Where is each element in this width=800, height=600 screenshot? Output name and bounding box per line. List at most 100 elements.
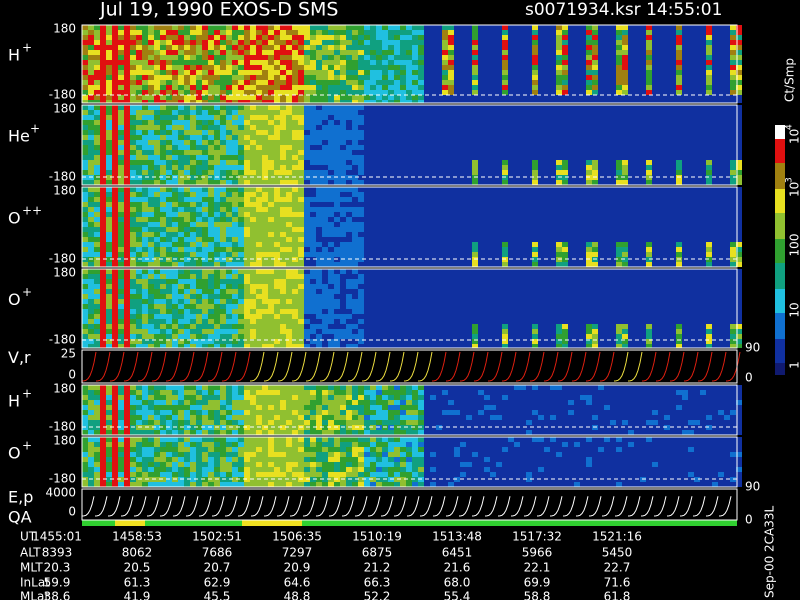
spectrogram-cell [310,160,316,165]
spectrogram-cell [388,105,394,110]
spectrogram-cell [250,45,256,50]
spectrogram-cell [694,180,700,185]
spectrogram-cell [100,180,106,185]
spectrogram-cell [142,242,148,247]
spectrogram-cell [598,115,604,120]
spectrogram-cell [286,90,292,95]
spectrogram-cell [124,25,130,30]
spectrogram-cell [718,120,724,125]
spectrogram-cell [220,130,226,135]
spectrogram-cell [388,80,394,85]
spectrogram-cell [112,125,118,130]
spectrogram-cell [424,100,430,103]
spectrogram-cell [478,160,484,165]
spectrogram-cell [376,40,382,45]
spectrogram-cell [556,227,562,232]
spectrogram-cell [604,170,610,175]
spectrogram-cell [184,55,190,60]
spectrogram-cell [358,197,364,202]
spectrogram-cell [514,65,520,70]
spectrogram-cell [316,125,322,130]
spectrogram-cell [496,50,502,55]
spectrogram-cell [466,120,472,125]
spectrogram-cell [532,217,538,222]
spectrogram-cell [112,227,118,232]
spectrogram-cell [232,242,238,247]
spectrogram-cell [526,192,532,197]
spectrogram-cell [658,90,664,95]
spectrogram-cell [622,110,628,115]
spectrogram-cell [586,40,592,45]
spectrogram-cell [142,65,148,70]
spectrogram-cell [670,110,676,115]
spectrogram-cell [322,165,328,170]
spectrogram-cell [616,262,622,267]
spectrogram-cell [376,35,382,40]
spectrogram-cell [430,165,436,170]
spectrogram-cell [442,212,448,217]
spectrogram-cell [280,242,286,247]
spectrogram-cell [100,222,106,227]
spectrogram-cell [244,187,250,192]
spectrogram-cell [238,227,244,232]
spectrogram-cell [178,60,184,65]
spectrogram-cell [496,40,502,45]
spectrogram-cell [232,40,238,45]
spectrogram-cell [496,150,502,155]
spectrogram-cell [532,160,538,165]
spectrogram-cell [478,140,484,145]
spectrogram-cell [220,70,226,75]
spectrogram-cell [358,100,364,103]
spectrogram-cell [502,262,508,267]
spectrogram-cell [724,95,730,100]
spectrogram-cell [418,155,424,160]
spectrogram-cell [304,237,310,242]
spectrogram-cell [196,25,202,30]
spectrogram-cell [148,130,154,135]
spectrogram-cell [304,165,310,170]
spectrogram-cell [166,125,172,130]
spectrogram-cell [106,45,112,50]
spectrogram-cell [514,232,520,237]
spectrogram-cell [706,100,712,103]
spectrogram-cell [442,135,448,140]
spectrogram-cell [274,130,280,135]
spectrogram-cell [142,135,148,140]
spectrogram-cell [352,262,358,267]
spectrogram-cell [232,55,238,60]
spectrogram-cell [166,140,172,145]
spectrogram-cell [304,130,310,135]
spectrogram-cell [736,125,742,130]
spectrogram-cell [556,70,562,75]
spectrogram-cell [154,160,160,165]
spectrogram-cell [166,50,172,55]
spectrogram-cell [196,35,202,40]
spectrogram-cell [580,30,586,35]
spectrogram-cell [292,197,298,202]
spectrogram-cell [610,120,616,125]
spectrogram-cell [214,125,220,130]
spectrogram-cell [364,160,370,165]
spectrogram-cell [442,115,448,120]
spectrogram-cell [148,70,154,75]
spectrogram-cell [310,237,316,242]
spectrogram-cell [718,90,724,95]
spectrogram-cell [604,247,610,252]
spectrogram-cell [292,150,298,155]
spectrogram-cell [244,75,250,80]
spectrogram-cell [142,50,148,55]
spectrogram-cell [286,55,292,60]
spectrogram-cell [502,155,508,160]
spectrogram-cell [316,130,322,135]
spectrogram-cell [148,35,154,40]
spectrogram-cell [346,247,352,252]
spectrogram-cell [736,80,742,85]
spectrogram-cell [484,140,490,145]
spectrogram-cell [148,242,154,247]
spectrogram-cell [580,50,586,55]
spectrogram-cell [466,110,472,115]
spectrogram-cell [514,50,520,55]
spectrogram-cell [664,105,670,110]
spectrogram-cell [214,197,220,202]
spectrogram-cell [388,155,394,160]
